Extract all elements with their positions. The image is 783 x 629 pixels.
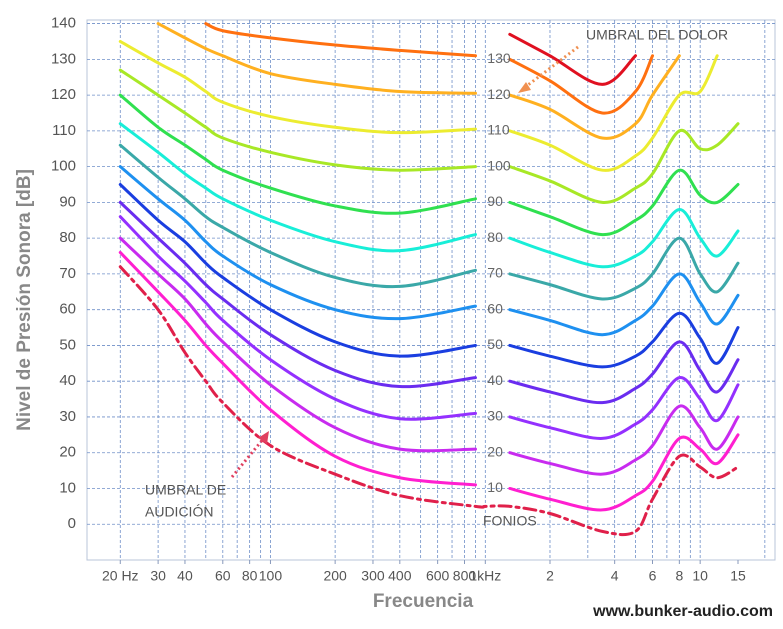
curve (118, 215, 740, 440)
curve (118, 122, 740, 269)
phon-label: 100 (487, 157, 511, 173)
arrow (230, 437, 266, 478)
phon-label: 120 (487, 86, 511, 102)
x-tick-label: 15 (730, 568, 746, 584)
y-tick-label: 100 (51, 158, 76, 175)
curve (118, 200, 740, 405)
x-tick-label: 10 (692, 568, 708, 584)
x-tick-label: 6 (649, 568, 657, 584)
phon-label: 130 (487, 50, 511, 66)
x-tick-label: 30 (150, 568, 166, 584)
y-tick-label: 20 (59, 444, 76, 461)
y-tick-label: 30 (59, 408, 76, 425)
curve (118, 165, 740, 337)
annotation: UMBRAL DE (145, 482, 226, 498)
y-tick-label: 60 (59, 301, 76, 318)
y-axis-title: Nivel de Presión Sonora [dB] (14, 169, 35, 431)
x-axis-title: Frecuencia (373, 591, 474, 612)
curve (156, 22, 681, 140)
curve (118, 236, 740, 476)
x-tick-label: 600 (426, 568, 450, 584)
y-tick-label: 140 (51, 15, 76, 32)
y-tick-label: 10 (59, 479, 76, 496)
source: www.bunker-audio.com (592, 603, 773, 620)
y-tick-label: 50 (59, 336, 76, 353)
x-tick-label: 200 (323, 568, 347, 584)
phon-label: 50 (487, 336, 503, 352)
y-tick-label: 130 (51, 50, 76, 67)
curve (118, 143, 740, 301)
x-tick-label: 400 (388, 568, 412, 584)
phon-label: 110 (487, 122, 510, 138)
x-tick-label: 20 Hz (102, 568, 139, 584)
y-tick-label: 80 (59, 229, 76, 246)
x-tick-label: 80 (242, 568, 258, 584)
curve (118, 68, 740, 204)
y-tick-label: 0 (68, 515, 76, 532)
y-tick-label: 70 (59, 265, 76, 282)
x-tick-label: 800 (453, 568, 477, 584)
x-tick-label: 40 (177, 568, 193, 584)
annotation: FONIOS (483, 513, 537, 529)
curve (118, 39, 719, 172)
x-tick-label: 300 (361, 568, 385, 584)
curves (118, 22, 740, 537)
phon-label: 40 (487, 372, 503, 388)
x-tick-label: 4 (611, 568, 619, 584)
x-tick-label: 2 (546, 568, 554, 584)
curve (118, 183, 740, 369)
annotation: UMBRAL DEL DOLOR (586, 27, 728, 43)
labels: 0 10 20 30 40 50 60 70 80 90 100 110 120 130 140 20 Hz 3… (51, 15, 746, 584)
y-tick-label: 40 (59, 372, 76, 389)
phon-label: 30 (487, 408, 503, 424)
phon-label: 20 (487, 443, 503, 459)
phon-label: 80 (487, 229, 503, 245)
arrow-head (518, 82, 531, 93)
x-tick-label: 8 (675, 568, 683, 584)
phon-label: 90 (487, 193, 503, 209)
plot-area (86, 19, 776, 561)
curve (118, 265, 740, 537)
x-tick-label: 100 (259, 568, 283, 584)
x-tick-label: 60 (215, 568, 231, 584)
arrow (523, 45, 579, 90)
phon-label: 60 (487, 300, 503, 316)
x-tick-label: 1kHz (469, 568, 501, 584)
y-tick-label: 90 (59, 193, 76, 210)
grid (87, 20, 775, 560)
curve (118, 93, 740, 237)
y-tick-label: 120 (51, 86, 76, 103)
y-tick-label: 110 (52, 122, 76, 139)
curve (204, 22, 654, 115)
curve (118, 250, 740, 512)
curve (508, 32, 637, 86)
phon-label: 70 (487, 265, 503, 281)
annotation: AUDICIÓN (145, 504, 213, 520)
arrow-head (258, 431, 269, 444)
phon-label: 10 (487, 479, 503, 495)
